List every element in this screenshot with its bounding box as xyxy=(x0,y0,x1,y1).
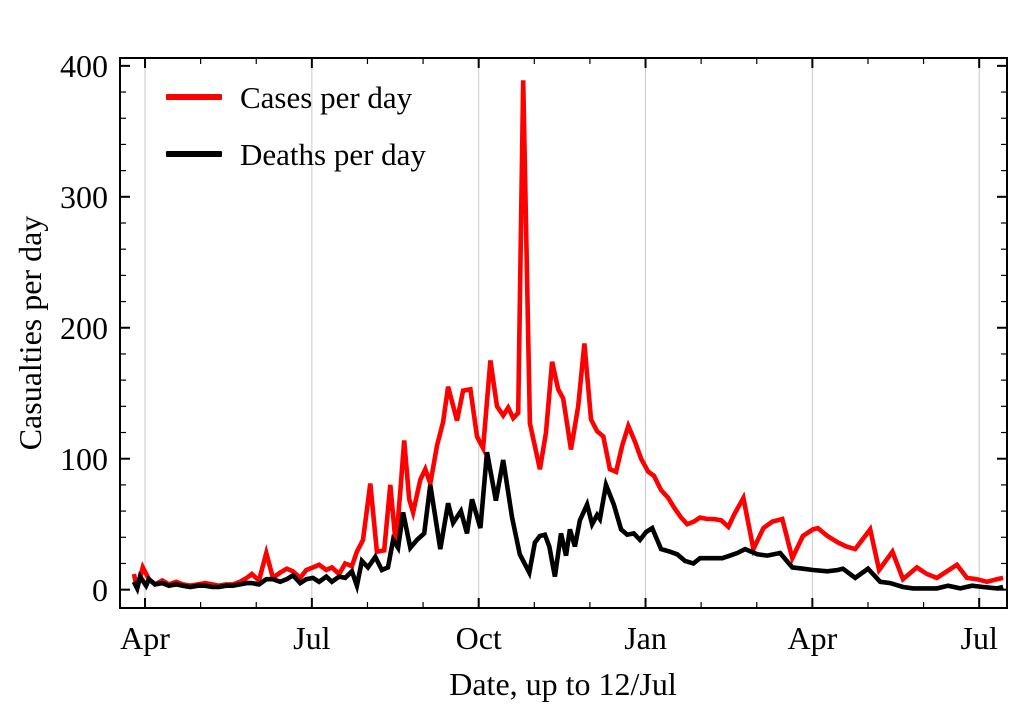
legend-item-cases: Cases per day xyxy=(166,78,426,116)
legend-item-deaths: Deaths per day xyxy=(166,135,426,173)
x-tick-label: Jan xyxy=(624,620,667,656)
legend-label-cases: Cases per day xyxy=(240,79,413,115)
x-axis-title: Date, up to 12/Jul xyxy=(449,666,677,702)
series-line-cases-per-day xyxy=(131,80,1004,589)
x-tick-label: Jul xyxy=(293,620,331,656)
legend: Cases per day Deaths per day xyxy=(166,78,426,192)
plot-frame xyxy=(119,57,1008,609)
x-tick-label: Apr xyxy=(120,620,170,656)
y-tick-label: 0 xyxy=(92,571,108,608)
y-tick-label: 200 xyxy=(60,309,108,346)
cases-line-swatch xyxy=(166,94,222,100)
deaths-line-swatch xyxy=(166,151,222,157)
y-tick-label: 300 xyxy=(60,178,108,215)
y-tick-label: 400 xyxy=(60,47,108,84)
x-tick-label: Oct xyxy=(455,620,502,656)
y-axis-title: Casualties per day xyxy=(12,215,48,451)
x-tick-label: Apr xyxy=(787,620,838,656)
series-line-deaths-per-day xyxy=(131,451,1004,596)
y-tick-label: 100 xyxy=(60,440,108,477)
x-tick-label: Jul xyxy=(960,620,998,656)
legend-label-deaths: Deaths per day xyxy=(240,136,426,172)
